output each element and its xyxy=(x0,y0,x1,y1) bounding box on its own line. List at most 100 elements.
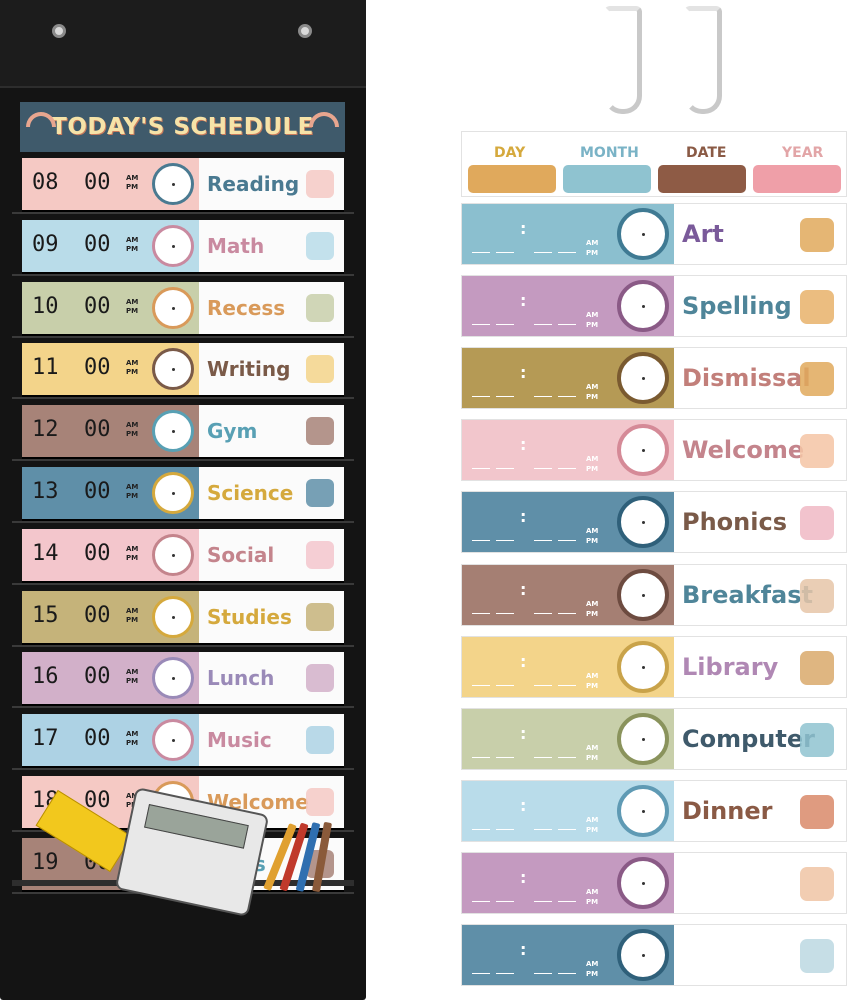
schedule-row[interactable]: 17 00 AM PM Music xyxy=(22,714,344,766)
minute-text: 00 xyxy=(84,726,111,751)
schedule-row[interactable]: 11 00 AM PM Writing xyxy=(22,343,344,395)
schedule-row[interactable]: 10 00 AM PM Recess xyxy=(22,282,344,334)
clock-panel xyxy=(612,420,674,480)
hour-text: 14 xyxy=(32,541,59,566)
pocket-chart: TODAY'S SCHEDULE 08 00 AM PM Reading 09 0… xyxy=(0,0,366,1000)
time-colon: : xyxy=(520,507,527,526)
pocket-seam xyxy=(12,397,354,399)
subject-label: Welcome xyxy=(682,436,805,464)
subject-card: Art xyxy=(674,204,846,264)
time-panel: : AM PM xyxy=(462,853,612,913)
time-panel: : AM PM xyxy=(462,348,612,408)
schedule-card[interactable]: : AM PM Phonics xyxy=(461,491,847,553)
year-label: YEAR xyxy=(782,145,824,161)
subject-label: Phonics xyxy=(682,508,787,536)
clock-icon xyxy=(152,596,194,638)
clock-icon xyxy=(617,641,669,693)
subject-card: Breakfast xyxy=(674,565,846,625)
time-panel: : AM PM xyxy=(462,492,612,552)
subject-illustration-icon xyxy=(306,664,334,692)
subject-illustration-icon xyxy=(800,795,834,829)
schedule-card[interactable]: : AM PM Library xyxy=(461,636,847,698)
time-colon: : xyxy=(520,868,527,887)
clock-icon xyxy=(617,929,669,981)
hour-text: 11 xyxy=(32,355,59,380)
schedule-card[interactable]: : AM PM Computer xyxy=(461,708,847,770)
minute-text: 00 xyxy=(84,541,111,566)
month-label: MONTH xyxy=(580,145,639,161)
subject-illustration-icon xyxy=(306,603,334,631)
left-grommet xyxy=(52,24,66,38)
clock-panel xyxy=(147,467,199,519)
subject-card: Computer xyxy=(674,709,846,769)
subject-illustration-icon xyxy=(306,479,334,507)
subject-label: Dismissal xyxy=(682,364,811,392)
subject-card: Welcome xyxy=(199,776,344,828)
time-colon: : xyxy=(520,435,527,454)
schedule-card[interactable]: : AM PM xyxy=(461,852,847,914)
schedule-card[interactable]: : AM PM Art xyxy=(461,203,847,265)
subject-label: Math xyxy=(207,234,265,258)
hour-text: 13 xyxy=(32,479,59,504)
schedule-card[interactable]: : AM PM Breakfast xyxy=(461,564,847,626)
subject-card: Recess xyxy=(199,282,344,334)
schedule-row[interactable]: 08 00 AM PM Reading xyxy=(22,158,344,210)
schedule-row[interactable]: 16 00 AM PM Lunch xyxy=(22,652,344,704)
subject-label: Recess xyxy=(207,296,286,320)
hour-text: 09 xyxy=(32,232,59,257)
pocket-seam xyxy=(12,212,354,214)
clock-panel xyxy=(147,158,199,210)
subject-label: Library xyxy=(682,653,779,681)
schedule-row[interactable]: 15 00 AM PM Studies xyxy=(22,591,344,643)
schedule-card[interactable]: : AM PM xyxy=(461,924,847,986)
hour-text: 19 xyxy=(32,850,59,875)
time-panel: 12 00 AM PM xyxy=(22,405,147,457)
subject-card: Phonics xyxy=(674,492,846,552)
clock-panel xyxy=(612,925,674,985)
schedule-card[interactable]: : AM PM Dinner xyxy=(461,780,847,842)
subject-label: Dinner xyxy=(682,797,773,825)
schedule-card[interactable]: : AM PM Dismissal xyxy=(461,347,847,409)
subject-card: Science xyxy=(199,467,344,519)
hour-text: 10 xyxy=(32,294,59,319)
schedule-card[interactable]: : AM PM Welcome xyxy=(461,419,847,481)
clock-icon xyxy=(152,225,194,267)
minute-text: 00 xyxy=(84,664,111,689)
time-panel: : AM PM xyxy=(462,565,612,625)
schedule-row[interactable]: 12 00 AM PM Gym xyxy=(22,405,344,457)
clock-icon xyxy=(152,472,194,514)
pocket-seam xyxy=(12,645,354,647)
subject-illustration-icon xyxy=(800,434,834,468)
rainbow-icon xyxy=(26,112,56,127)
pocket-seam xyxy=(12,459,354,461)
clock-panel xyxy=(147,405,199,457)
subject-label: Art xyxy=(682,220,724,248)
time-colon: : xyxy=(520,796,527,815)
schedule-row[interactable]: 09 00 AM PM Math xyxy=(22,220,344,272)
schedule-row[interactable]: 13 00 AM PM Science xyxy=(22,467,344,519)
clock-icon xyxy=(152,287,194,329)
subject-card: Math xyxy=(199,220,344,272)
subject-illustration-icon xyxy=(306,355,334,383)
clock-panel xyxy=(612,709,674,769)
time-panel: 10 00 AM PM xyxy=(22,282,147,334)
clock-icon xyxy=(617,569,669,621)
date-label: DATE xyxy=(686,145,727,161)
subject-card: Social xyxy=(199,529,344,581)
subject-illustration-icon xyxy=(306,294,334,322)
schedule-card[interactable]: : AM PM Spelling xyxy=(461,275,847,337)
subject-label: Computer xyxy=(682,725,815,753)
minute-text: 00 xyxy=(84,232,111,257)
schedule-row[interactable]: 14 00 AM PM Social xyxy=(22,529,344,581)
subject-label: Reading xyxy=(207,172,300,196)
time-panel: : AM PM xyxy=(462,637,612,697)
